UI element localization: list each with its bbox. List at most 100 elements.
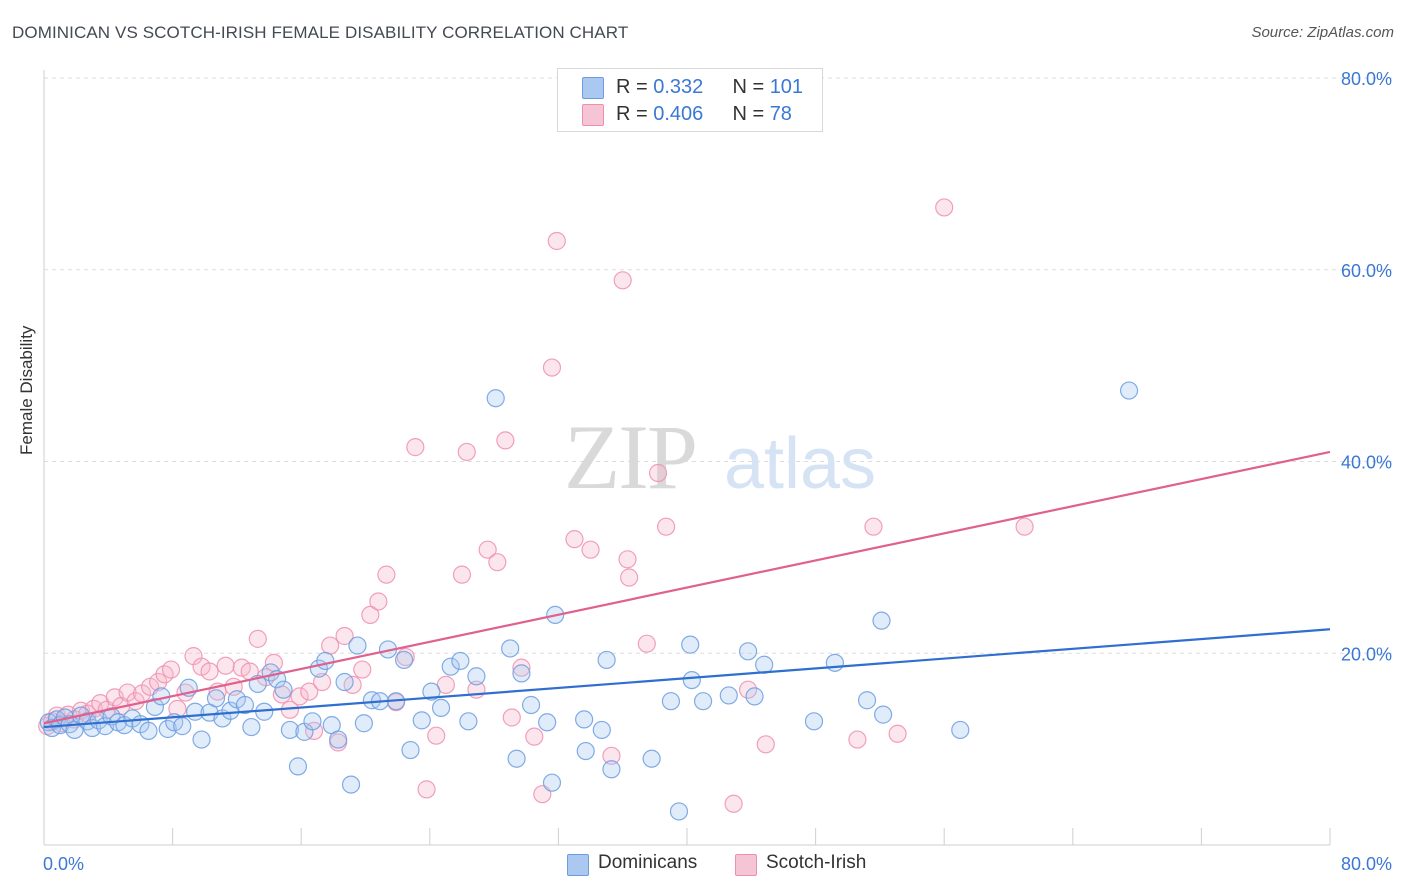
legend-swatch-blue (567, 854, 589, 876)
y-tick-label: 20.0% (1341, 644, 1392, 664)
data-point (1119, 381, 1139, 400)
legend-swatch-blue (582, 77, 604, 99)
data-point (804, 712, 824, 731)
data-point (406, 438, 425, 457)
data-point (1015, 517, 1034, 536)
x-tick-label: 0.0% (43, 854, 84, 874)
data-point (525, 727, 544, 746)
data-point (280, 720, 300, 740)
data-point (951, 720, 970, 740)
data-point (602, 760, 621, 779)
data-point (354, 714, 373, 733)
data-point (300, 682, 319, 701)
data-point (874, 705, 893, 724)
trend-line-dominicans (43, 628, 1331, 729)
data-point (417, 780, 436, 799)
data-point (657, 517, 676, 536)
data-point (682, 670, 701, 690)
data-point (192, 730, 211, 749)
data-point (512, 658, 531, 677)
data-point (457, 442, 476, 462)
legend-r-value: 0.406 (653, 103, 704, 125)
data-point (935, 198, 954, 217)
data-point (145, 697, 165, 717)
data-point (756, 735, 775, 754)
legend-n-value: 78 (769, 103, 792, 125)
data-point (401, 740, 420, 760)
data-point (496, 431, 515, 450)
data-point (288, 757, 308, 776)
data-point (507, 749, 526, 768)
data-point (248, 629, 267, 648)
data-point (422, 682, 441, 701)
data-point (864, 517, 883, 536)
data-point (648, 463, 668, 483)
data-point (745, 687, 764, 706)
data-point (452, 565, 472, 584)
data-point (501, 639, 520, 658)
data-point (602, 746, 621, 765)
data-point (459, 712, 478, 731)
data-point (512, 664, 531, 683)
legend-label-dominicans: Dominicans (598, 852, 698, 873)
data-point (206, 689, 226, 708)
data-point (335, 626, 354, 646)
data-point (738, 680, 758, 699)
source-label: Source: ZipAtlas.com (1251, 24, 1394, 41)
data-point (303, 712, 322, 731)
legend-n-label: N = (732, 103, 770, 125)
data-point (857, 691, 877, 710)
data-point (576, 741, 595, 761)
trend-line-scotch-irish (43, 450, 1331, 725)
data-point (724, 794, 743, 813)
data-point (242, 717, 261, 737)
y-tick-label: 40.0% (1341, 453, 1392, 473)
data-point (348, 636, 367, 655)
trend-lines (43, 450, 1331, 729)
data-point (592, 720, 611, 740)
tick-labels: 20.0% 40.0% 60.0% 80.0% 0.0% 80.0% (43, 69, 1392, 874)
data-point (642, 749, 661, 768)
data-point (431, 698, 451, 717)
grid-lines (44, 77, 1392, 654)
y-tick-label: 80.0% (1341, 69, 1392, 89)
data-point (369, 592, 388, 611)
data-point (353, 660, 372, 679)
data-point (486, 389, 505, 408)
data-point (613, 271, 632, 290)
data-point (441, 657, 460, 676)
data-point (451, 651, 470, 671)
data-point (669, 802, 689, 821)
data-point (312, 672, 332, 692)
data-point (335, 672, 354, 692)
legend-r-label: R = (616, 76, 654, 98)
data-point (412, 711, 431, 730)
data-point (542, 358, 562, 377)
data-point (394, 650, 414, 670)
watermark: ZIP atlas (564, 406, 876, 508)
legend-n-label: N = (732, 76, 770, 98)
data-point (321, 636, 340, 655)
x-tick-label: 80.0% (1341, 854, 1392, 874)
chart-title: DOMINICAN VS SCOTCH-IRISH FEMALE DISABIL… (12, 23, 629, 42)
data-point (377, 565, 396, 584)
data-point (316, 651, 335, 671)
scotch-irish-points (38, 198, 1034, 813)
data-point (575, 710, 594, 729)
data-point (581, 540, 600, 559)
watermark-atlas: atlas (724, 424, 876, 504)
data-point (200, 662, 219, 681)
legend-swatch-pink (735, 854, 757, 876)
data-point (467, 667, 486, 686)
y-tick-label: 60.0% (1341, 261, 1392, 281)
data-point (521, 695, 541, 715)
data-point (888, 724, 907, 743)
data-point (620, 568, 639, 587)
data-point (427, 726, 446, 745)
data-point (173, 717, 192, 736)
data-point (738, 642, 758, 661)
data-point (235, 695, 255, 715)
data-point (565, 530, 584, 549)
data-point (478, 540, 497, 559)
